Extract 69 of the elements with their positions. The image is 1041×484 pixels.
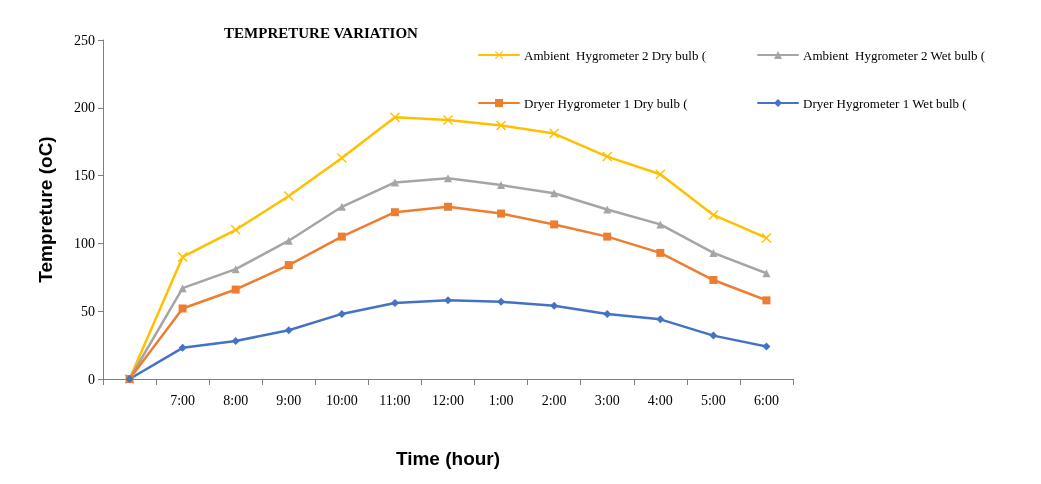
point [337, 232, 346, 241]
point [284, 326, 293, 335]
point [284, 261, 293, 270]
x-tick-label: 10:00 [325, 392, 358, 408]
point [656, 315, 665, 324]
legend-label: Ambient Hygrometer 2 Wet bulb ( [803, 47, 986, 63]
legend-label: Dryer Hygrometer 1 Wet bulb ( [803, 95, 967, 111]
x-tick-label: 12:00 [432, 392, 464, 408]
x-tick-label: 3:00 [594, 392, 620, 408]
point [336, 152, 347, 163]
point [709, 248, 718, 257]
point [709, 276, 718, 285]
point [762, 342, 771, 351]
point [337, 202, 346, 211]
point [603, 205, 612, 214]
x-tick-label: 7:00 [170, 392, 196, 408]
point [496, 120, 507, 131]
point [231, 337, 240, 346]
point [550, 220, 559, 229]
x-tick-label: 1:00 [488, 392, 514, 408]
x-tick-label: 6:00 [754, 392, 779, 408]
point [178, 343, 187, 352]
point [177, 251, 188, 262]
point [444, 202, 452, 211]
point [761, 232, 772, 243]
point [497, 181, 506, 190]
point [603, 232, 612, 241]
point [283, 190, 294, 201]
point [284, 236, 293, 245]
point [231, 285, 240, 294]
point [497, 209, 506, 218]
point [708, 209, 719, 220]
point [655, 169, 666, 180]
point [443, 115, 453, 125]
point [762, 269, 771, 278]
point [603, 309, 612, 318]
point [337, 309, 346, 318]
x-tick-label: 8:00 [223, 392, 249, 408]
point [230, 224, 241, 235]
x-tick-label: 11:00 [379, 392, 411, 408]
x-tick-label: 4:00 [647, 392, 673, 408]
y-tick-label: 200 [74, 100, 95, 116]
x-axis-title: Time (hour) [395, 448, 501, 469]
legend-label: Dryer Hygrometer 1 Dry bulb ( [524, 95, 688, 111]
point [178, 304, 187, 313]
y-tick-label: 150 [74, 168, 95, 184]
point [390, 208, 399, 217]
chart-title: TEMPRETURE VARIATION [224, 24, 419, 41]
point [762, 296, 771, 305]
y-axis-title: Tempreture (oC) [35, 136, 56, 283]
point [602, 151, 613, 162]
point [389, 112, 400, 123]
point [497, 297, 506, 306]
point [390, 299, 399, 308]
point [178, 284, 187, 293]
x-tick-label: 9:00 [276, 392, 302, 408]
y-tick-label: 50 [81, 303, 95, 319]
point [709, 331, 718, 340]
point [444, 174, 452, 183]
y-tick-label: 100 [74, 235, 95, 251]
point [550, 301, 559, 310]
y-tick-label: 250 [74, 32, 95, 48]
legend-label: Ambient Hygrometer 2 Dry bulb ( [524, 47, 706, 63]
point [444, 296, 452, 305]
point [549, 128, 560, 139]
point [656, 248, 665, 257]
x-tick-label: 2:00 [541, 392, 567, 408]
x-tick-label: 5:00 [700, 392, 726, 408]
y-tick-label: 0 [88, 371, 95, 387]
